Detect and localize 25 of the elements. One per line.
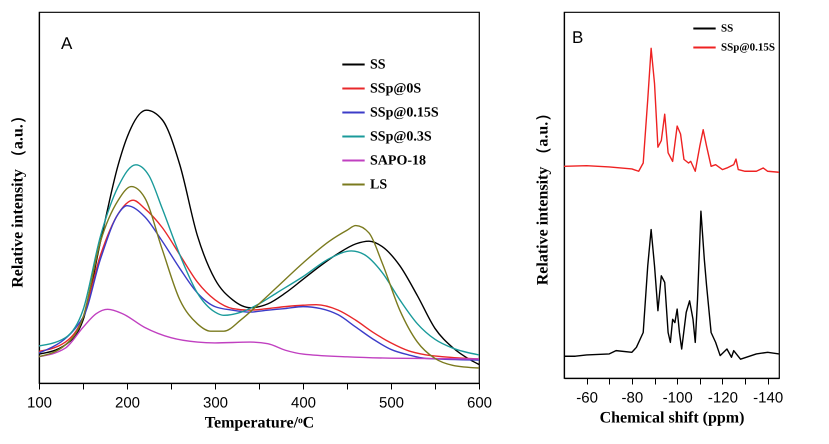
y-axis-title: Relative intensity （a.u.）: [10, 108, 26, 288]
x-tick-label: 300: [202, 394, 228, 412]
x-tick-label: -140: [753, 390, 784, 406]
legend-label: SS: [721, 22, 734, 34]
x-tick-label: -60: [576, 390, 598, 406]
x-tick-label: -120: [708, 390, 738, 406]
legend-label: SSp@0.15S: [721, 42, 775, 54]
x-tick-label: 400: [290, 394, 316, 412]
x-tick-label: 500: [378, 394, 404, 412]
legend-label: SSp@0.3S: [370, 130, 432, 144]
x-tick-label: 100: [26, 394, 52, 412]
text: B: [572, 28, 584, 47]
text: A: [61, 34, 73, 53]
legend-label: SS: [370, 58, 386, 72]
x-tick-label: -100: [662, 390, 693, 406]
legend-label: LS: [370, 178, 388, 192]
x-axis-title: Temperature/ᵒC: [204, 414, 314, 432]
legend-label: SSp@0S: [370, 82, 422, 96]
y-axis-title: Relative intensity （a.u.）: [534, 106, 552, 286]
x-axis-title: Chemical shift (ppm): [600, 410, 744, 426]
x-tick-label: 200: [114, 394, 140, 412]
x-tick-label: 600: [466, 394, 492, 412]
legend-label: SAPO-18: [370, 154, 426, 168]
legend-label: SSp@0.15S: [370, 106, 439, 120]
x-tick-label: -80: [622, 390, 644, 406]
